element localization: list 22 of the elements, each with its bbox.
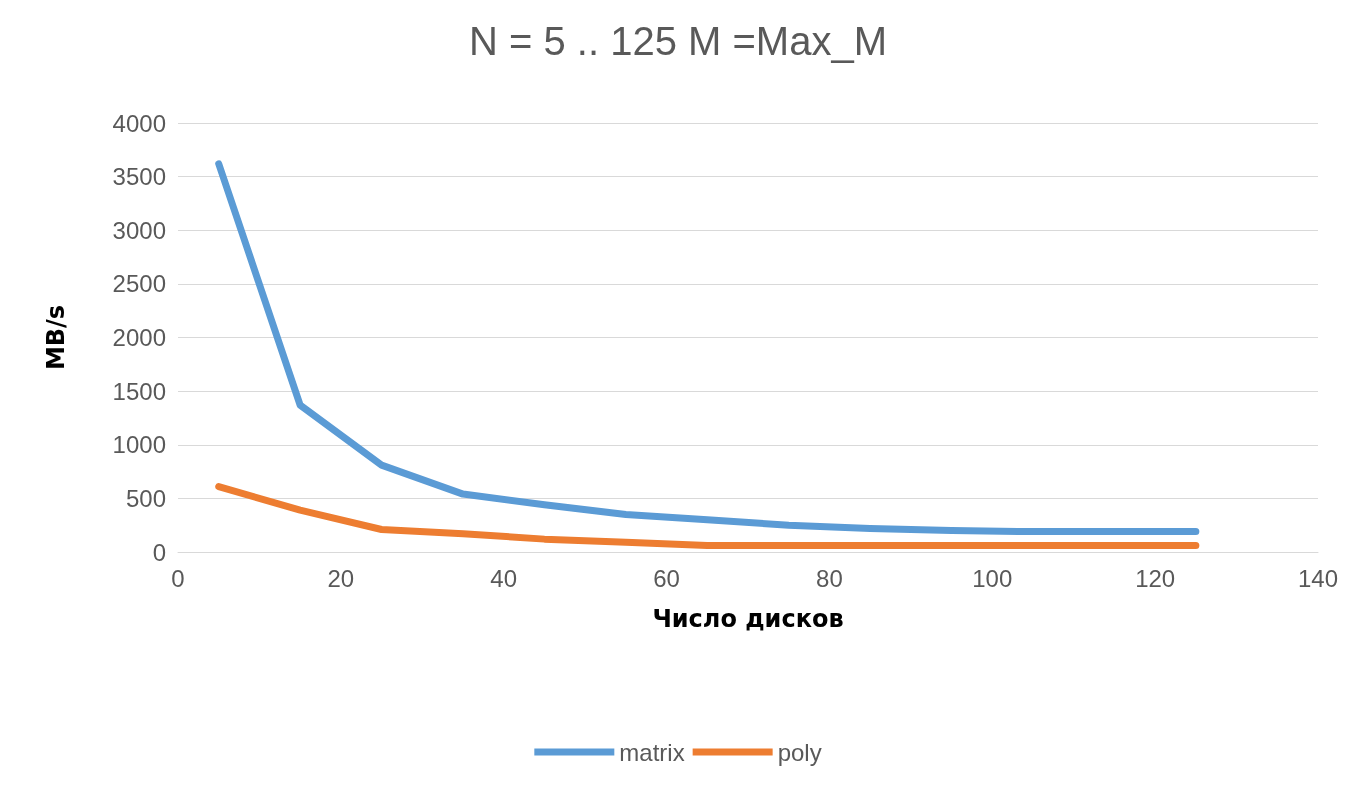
y-tick-label: 3000 [112, 216, 166, 244]
x-tick-label: 0 [171, 564, 185, 592]
y-tick-label: 1000 [112, 431, 166, 459]
x-tick-label: 140 [1297, 564, 1339, 592]
y-tick-label: 2500 [112, 270, 166, 298]
x-tick-label: 120 [1135, 564, 1176, 592]
x-tick-label: 60 [653, 564, 680, 592]
x-tick-label: 20 [327, 564, 355, 592]
x-tick-label: 100 [972, 564, 1013, 592]
y-tick-label: 1500 [112, 377, 166, 405]
legend-label: matrix [619, 738, 685, 766]
x-tick-label: 80 [816, 564, 843, 592]
chart-title: N = 5 .. 125 M =Max_M [469, 19, 887, 63]
x-axis-title: Число дисков [652, 605, 844, 633]
legend-label: poly [777, 738, 822, 766]
y-tick-label: 2000 [112, 324, 166, 351]
x-tick-label: 40 [490, 564, 518, 592]
y-tick-label: 3500 [112, 163, 166, 191]
y-tick-label: 4000 [112, 109, 166, 137]
y-tick-label: 0 [152, 538, 166, 566]
y-tick-label: 500 [125, 484, 166, 512]
y-axis-title: MB/s [42, 304, 70, 371]
